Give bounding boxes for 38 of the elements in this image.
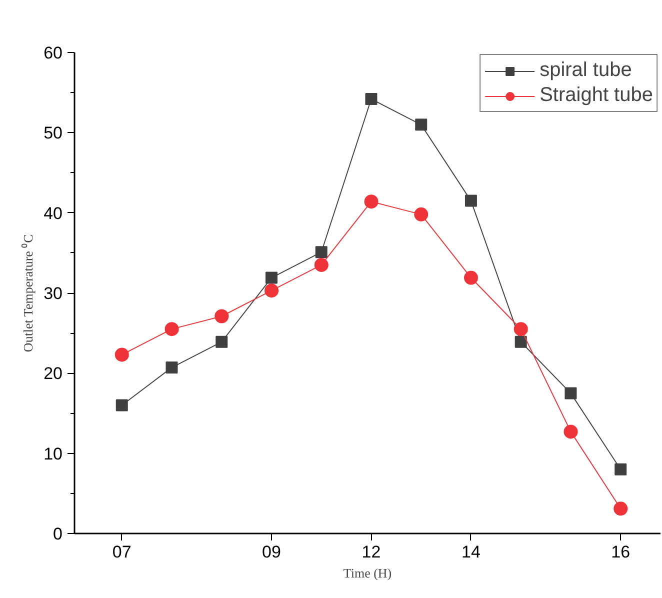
point	[314, 258, 328, 272]
y-tick-label: 0	[53, 524, 63, 544]
point	[216, 336, 228, 348]
point	[315, 246, 328, 258]
y-tick-label: 40	[44, 204, 63, 223]
y-tick-label: 10	[44, 444, 63, 464]
x-tick-label: 09	[262, 542, 281, 562]
y-axis-title: Outlet Temperature ⁰C	[20, 234, 36, 352]
point	[214, 309, 229, 324]
x-tick-label: 16	[611, 542, 630, 562]
legend-label: Straight tube	[540, 84, 653, 107]
x-axis-title: Time (H)	[343, 566, 392, 580]
x-tick-label: 14	[462, 542, 480, 562]
y-tick-label: 50	[44, 124, 63, 143]
y-tick-label: 60	[44, 44, 63, 62]
point	[365, 92, 378, 105]
point	[564, 424, 578, 439]
point	[114, 348, 129, 362]
point	[514, 322, 528, 336]
point	[415, 118, 428, 131]
point	[564, 387, 577, 400]
point	[264, 284, 278, 298]
point	[265, 272, 278, 284]
point	[414, 207, 428, 222]
point	[614, 502, 628, 516]
x-tick-label: 07	[112, 542, 132, 562]
point	[464, 270, 478, 285]
point	[464, 194, 477, 207]
point	[364, 194, 378, 209]
legend-label: spiral tube	[540, 59, 632, 82]
point	[166, 362, 178, 374]
point	[614, 463, 627, 476]
y-tick-label: 20	[44, 364, 63, 384]
point	[164, 322, 179, 336]
x-tick-label: 12	[362, 542, 381, 562]
point	[514, 336, 527, 348]
y-tick-label: 30	[44, 284, 63, 303]
point	[116, 399, 128, 412]
